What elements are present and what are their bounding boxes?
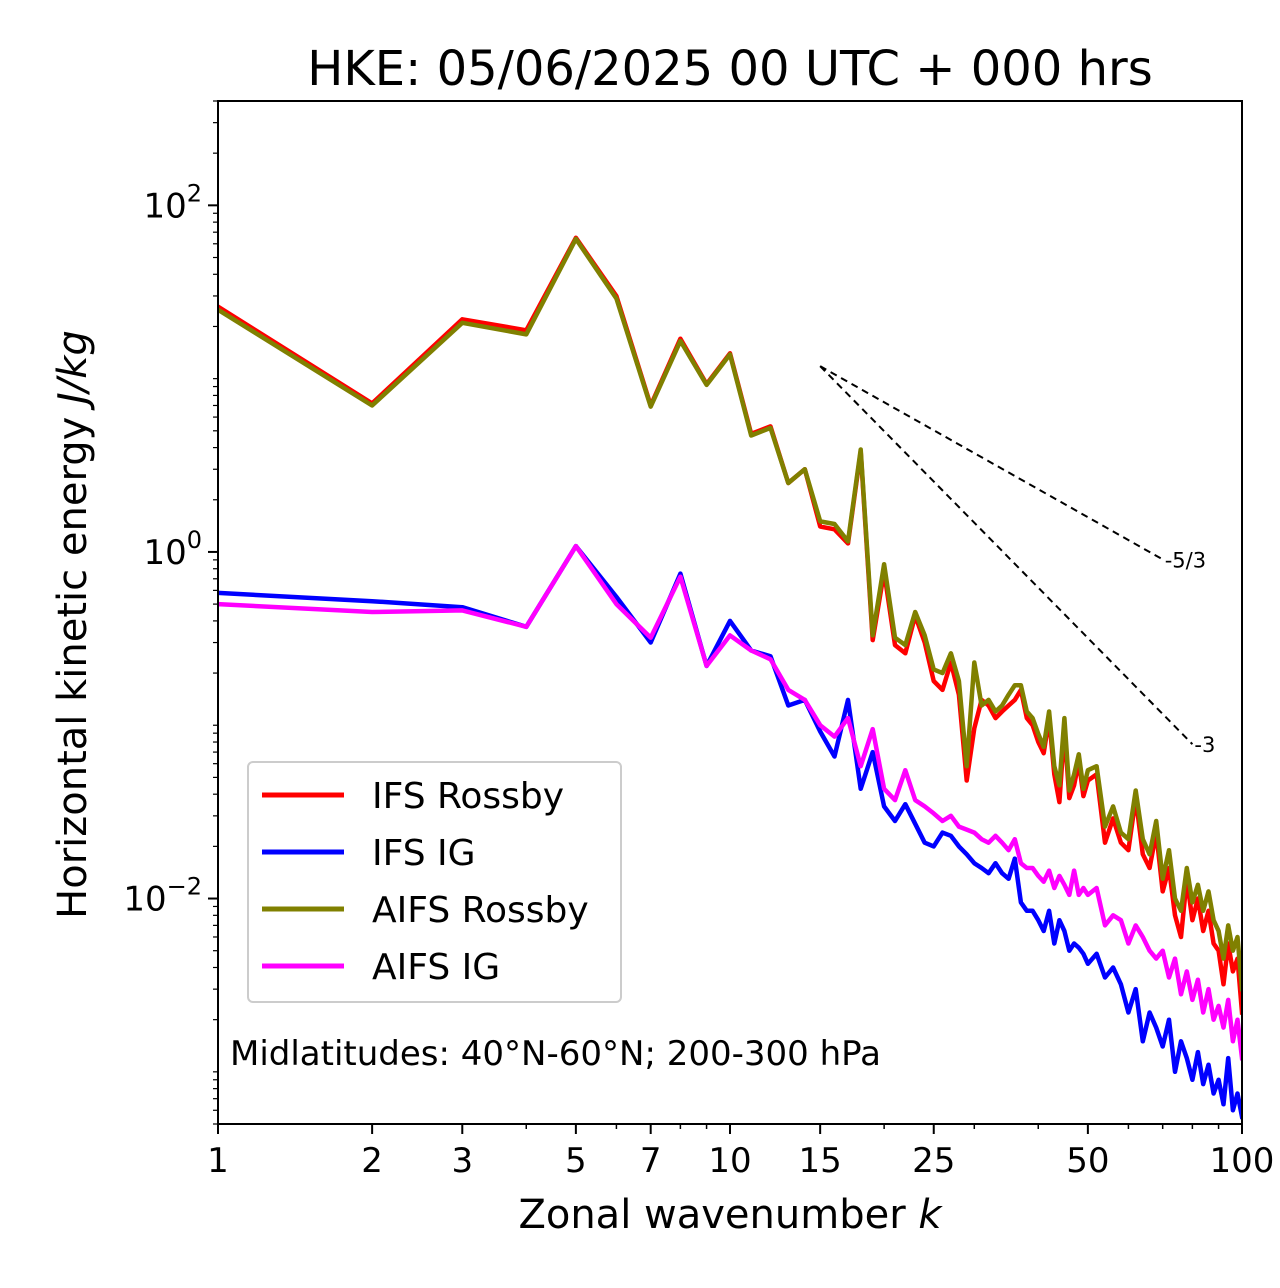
legend-box [247, 761, 622, 1003]
x-tick-label: 10 [708, 1141, 751, 1181]
axes-layer: 1 2 3 5 7 10 15 25 50 100 10−2 100 102 Zonal wavenumb… [50, 100, 1275, 1238]
legend-label: IFS Rossby [372, 776, 564, 817]
series-line-aifs-rossby [218, 236, 1242, 992]
chart-title: HKE: 05/06/2025 00 UTC + 000 hrs [307, 41, 1153, 97]
region-annotation: Midlatitudes: 40°N-60°N; 200-300 hPa [230, 1034, 881, 1074]
legend-label: IFS IG [372, 833, 476, 874]
reference-slope-line-2 [819, 365, 1194, 745]
x-tick-label: 2 [361, 1141, 383, 1181]
reference-slope-line-1 [819, 365, 1164, 561]
x-tick-label: 15 [799, 1141, 842, 1181]
reference-slope-layer: -5/3 -3 [819, 365, 1215, 757]
y-tick-label: 100 [143, 526, 202, 573]
series-line-aifs-ig [218, 543, 1242, 1061]
reference-slope-label-2: -3 [1194, 733, 1215, 757]
reference-slope-label-1: -5/3 [1165, 548, 1206, 572]
legend: IFS Rossby IFS IG AIFS Rossby AIFS IG [247, 761, 622, 1003]
x-tick-label: 50 [1066, 1141, 1109, 1181]
x-axis-title: Zonal wavenumber k [518, 1192, 943, 1238]
y-axis-title: Horizontal kinetic energy J/kg [50, 330, 96, 919]
x-tick-label: 7 [640, 1141, 662, 1181]
x-tick-label: 5 [565, 1141, 587, 1181]
series-line-ifs-ig [218, 543, 1242, 1120]
y-tick-label: 10−2 [123, 873, 202, 920]
legend-label: AIFS Rossby [372, 890, 589, 931]
series-layer [218, 235, 1242, 1120]
x-tick-label: 1 [207, 1141, 229, 1181]
y-tick-label: 102 [143, 179, 202, 226]
x-tick-label: 3 [451, 1141, 473, 1181]
x-tick-label: 100 [1210, 1141, 1275, 1181]
x-tick-label: 25 [912, 1141, 955, 1181]
legend-label: AIFS IG [372, 947, 500, 988]
